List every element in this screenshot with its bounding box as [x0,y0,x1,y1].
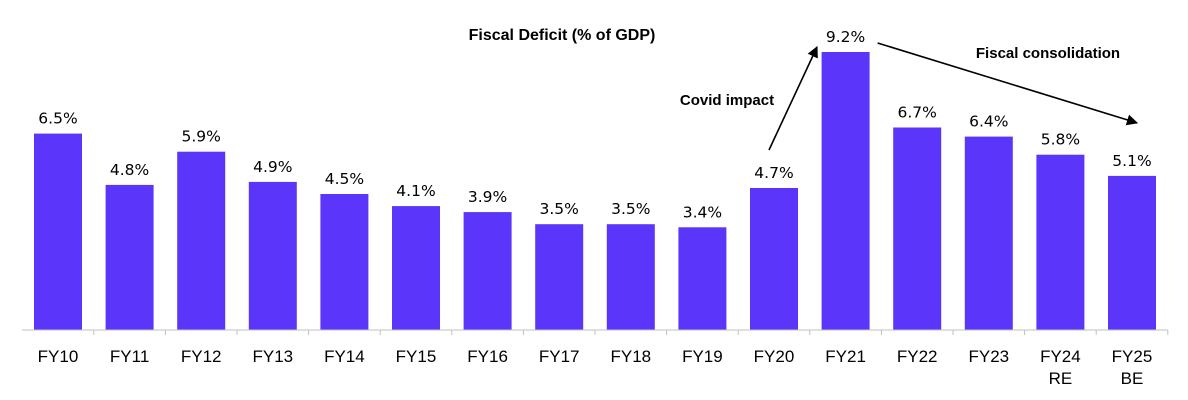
tick-label-fy23: FY23 [968,347,1009,366]
tick-marks-group [93,330,1169,335]
tick-label-fy25-be: FY25 BE [1112,347,1153,388]
bar-fy16 [463,212,512,330]
bar-fy17 [535,224,584,330]
covid-impact-arrow [768,45,818,151]
tick-label-fy14: FY14 [324,347,365,366]
data-label-fy14: 4.5% [325,170,364,188]
tick-label-fy11: FY11 [110,347,149,366]
data-label-fy13: 4.9% [253,158,292,176]
bar-fy15 [392,206,440,330]
tick-label-fy18: FY18 [610,347,651,366]
tick-label-fy13: FY13 [252,347,293,366]
bar-fy10 [34,133,82,330]
data-label-fy25-be: 5.1% [1112,152,1151,170]
bar-fy14 [320,194,369,330]
tick-label-fy19: FY19 [682,347,723,366]
data-label-fy24-re: 5.8% [1041,131,1080,149]
data-label-fy20: 4.7% [754,164,793,182]
data-label-fy23: 6.4% [969,113,1008,131]
bar-fy13 [248,181,297,330]
tick-label-fy24-re: FY24 RE [1040,347,1081,388]
data-label-fy16: 3.9% [468,188,507,206]
tick-label-fy20: FY20 [754,347,795,366]
bar-fy20 [750,188,798,330]
data-label-fy15: 4.1% [396,182,435,200]
data-label-fy19: 3.4% [683,203,722,221]
fiscal-consolidation-annotation: Fiscal consolidation [976,45,1120,62]
data-label-fy17: 3.5% [540,200,579,218]
fiscal-consolidation-arrow [877,42,1139,126]
bar-fy18 [606,224,655,330]
bar-fy25-be [1108,175,1156,330]
tick-label-fy10: FY10 [38,347,79,366]
data-label-fy22: 6.7% [898,104,937,122]
tick-label-fy16: FY16 [467,347,508,366]
bar-fy23 [964,136,1013,330]
bar-fy11 [105,184,154,330]
tick-label-fy22: FY22 [897,347,938,366]
tick-labels-group: FY10 FY11 FY12 FY13 FY14 FY15 FY16 FY17 FY18 FY19… [38,347,1153,388]
data-labels-group: 6.5% 4.8% 5.9% 4.9% 4.5% 4.1% 3.9% 3.5% 3.5% 3.4%… [38,28,1151,221]
data-label-fy12: 5.9% [182,128,221,146]
chart-title: Fiscal Deficit (% of GDP) [469,27,656,44]
covid-impact-annotation: Covid impact [680,92,774,109]
data-label-fy11: 4.8% [110,161,149,179]
tick-label-fy15: FY15 [396,347,437,366]
tick-label-fy17: FY17 [539,347,580,366]
data-label-fy18: 3.5% [611,200,650,218]
tick-label-fy12: FY12 [181,347,222,366]
bar-fy12 [177,151,226,330]
bar-fy24-re [1036,154,1085,330]
bars-group [34,52,1156,330]
bar-fy22 [893,127,942,330]
bar-fy19 [678,227,727,330]
tick-label-fy21: FY21 [825,347,866,366]
bar-fy21 [821,52,870,330]
data-label-fy21: 9.2% [826,28,865,46]
data-label-fy10: 6.5% [38,110,77,128]
